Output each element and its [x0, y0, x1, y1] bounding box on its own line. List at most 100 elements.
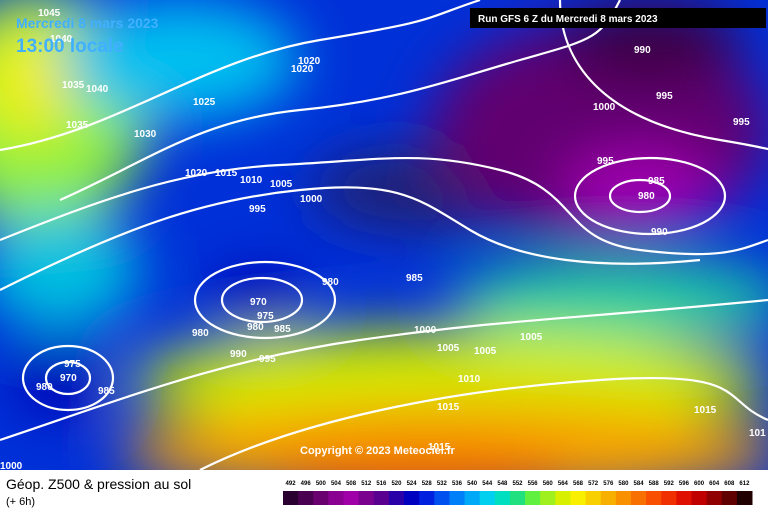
colorbar-label: 568: [573, 481, 584, 487]
isobar-label: 1020: [291, 64, 314, 75]
isobar-label: 985: [648, 176, 665, 187]
isobar-label: 980: [192, 328, 209, 339]
colorbar-label: 492: [286, 481, 297, 487]
footer-title: Géop. Z500 & pression au sol: [6, 476, 191, 492]
colorbar-swatch: [615, 491, 632, 505]
isobar-label: 1035: [66, 120, 89, 131]
colorbar-label: 504: [331, 481, 342, 487]
isobar: [199, 376, 768, 470]
colorbar-label: 600: [694, 481, 705, 487]
colorbar-label: 536: [452, 481, 463, 487]
isobar-label: 980: [322, 277, 339, 288]
field-blob: [0, 210, 140, 330]
colorbar-label: 548: [497, 481, 508, 487]
run-banner: [470, 8, 766, 28]
isobar-label: 980: [638, 191, 655, 202]
isobar: [44, 360, 92, 396]
isobar-label: 990: [634, 45, 651, 56]
colorbar-label: 576: [603, 481, 614, 487]
isobar: [193, 260, 337, 340]
field-blob: [560, 150, 720, 230]
colorbar-swatch: [343, 491, 360, 505]
field-blob: [60, 0, 300, 120]
isobar-label: 985: [274, 324, 291, 335]
isobar-label: 985: [98, 386, 115, 397]
colorbar-label: 532: [437, 481, 448, 487]
colorbar-label: 556: [528, 481, 539, 487]
field-blob: [0, 20, 80, 140]
colorbar-label: 528: [422, 481, 433, 487]
colorbar-swatch: [388, 491, 405, 505]
colorbar-swatch: [661, 491, 677, 505]
colorbar-swatch: [691, 491, 708, 505]
isobar-label: 1040: [86, 84, 109, 95]
colorbar-label: 524: [407, 481, 418, 487]
isobar-label: 995: [259, 354, 276, 365]
colorbar-label: 560: [543, 481, 554, 487]
colorbar-swatch: [540, 491, 556, 505]
colorbar-swatch: [630, 491, 647, 505]
colorbar-label: 512: [361, 481, 372, 487]
field-blob: [120, 400, 768, 470]
isobar: [21, 344, 115, 412]
colorbar-label: 544: [482, 481, 493, 487]
colorbar-swatch: [298, 491, 314, 505]
colorbar-label: 580: [618, 481, 629, 487]
colorbar-swatch: [449, 491, 466, 505]
isobar-label: 975: [64, 359, 81, 370]
field-blob: [278, 450, 562, 470]
footer-subtitle: (+ 6h): [6, 496, 35, 508]
colorbar-label: 604: [709, 481, 720, 487]
colorbar-swatch: [570, 491, 587, 505]
isobar-label: 975: [257, 311, 274, 322]
colorbar-swatch: [358, 491, 375, 505]
isobar: [0, 298, 768, 442]
colorbar-swatch: [479, 491, 496, 505]
colorbar-swatch: [434, 491, 450, 505]
isobar-label: 1015: [215, 168, 238, 179]
field-blob: [130, 330, 768, 430]
date: Mercredi 8 mars 2023: [16, 15, 159, 31]
colorbar-label: 496: [301, 481, 312, 487]
colorbar-label: 592: [664, 481, 675, 487]
isobar-label: 1000: [414, 325, 437, 336]
colorbar-swatch: [585, 491, 602, 505]
colorbar-label: 584: [634, 481, 645, 487]
colorbar-swatch: [721, 491, 738, 505]
colorbar-swatch: [736, 491, 753, 505]
isobar-label: 970: [60, 373, 77, 384]
colorbar-label: 564: [558, 481, 569, 487]
colorbar-swatch: [509, 491, 526, 505]
isobar: [608, 178, 672, 214]
isobar-label: 990: [230, 349, 247, 360]
isobar-label: 1015: [694, 405, 717, 416]
colorbar-swatch: [676, 491, 692, 505]
isobar-label: 1015: [428, 442, 451, 453]
colorbar-swatch: [494, 491, 511, 505]
isobar-label: 1015: [437, 402, 460, 413]
isobar: [59, 0, 621, 202]
run-info: Run GFS 6 Z du Mercredi 8 mars 2023: [478, 14, 658, 25]
isobar-label: 1005: [474, 346, 497, 357]
colorbar-swatch: [328, 491, 345, 505]
colorbar-swatch: [404, 491, 420, 505]
isobar-label: 1025: [193, 97, 216, 108]
isobar-label: 980: [247, 322, 264, 333]
isobar-label: 1045: [38, 8, 61, 19]
colorbar-swatch: [555, 491, 571, 505]
isobar-label: 1005: [520, 332, 543, 343]
colorbar-label: 588: [649, 481, 660, 487]
colorbar: 492 496 500 504 508 512 516 520 524 528 532 536 540 5…: [283, 481, 753, 505]
colorbar-label: 500: [316, 481, 327, 487]
isobar-label: 995: [597, 156, 614, 167]
isobars: [0, 0, 768, 470]
colorbar-label: 508: [346, 481, 357, 487]
colorbar-label: 612: [739, 481, 750, 487]
isobar-label: 1005: [437, 343, 460, 354]
isobar-label: 1035: [62, 80, 85, 91]
colorbar-swatch: [525, 491, 541, 505]
